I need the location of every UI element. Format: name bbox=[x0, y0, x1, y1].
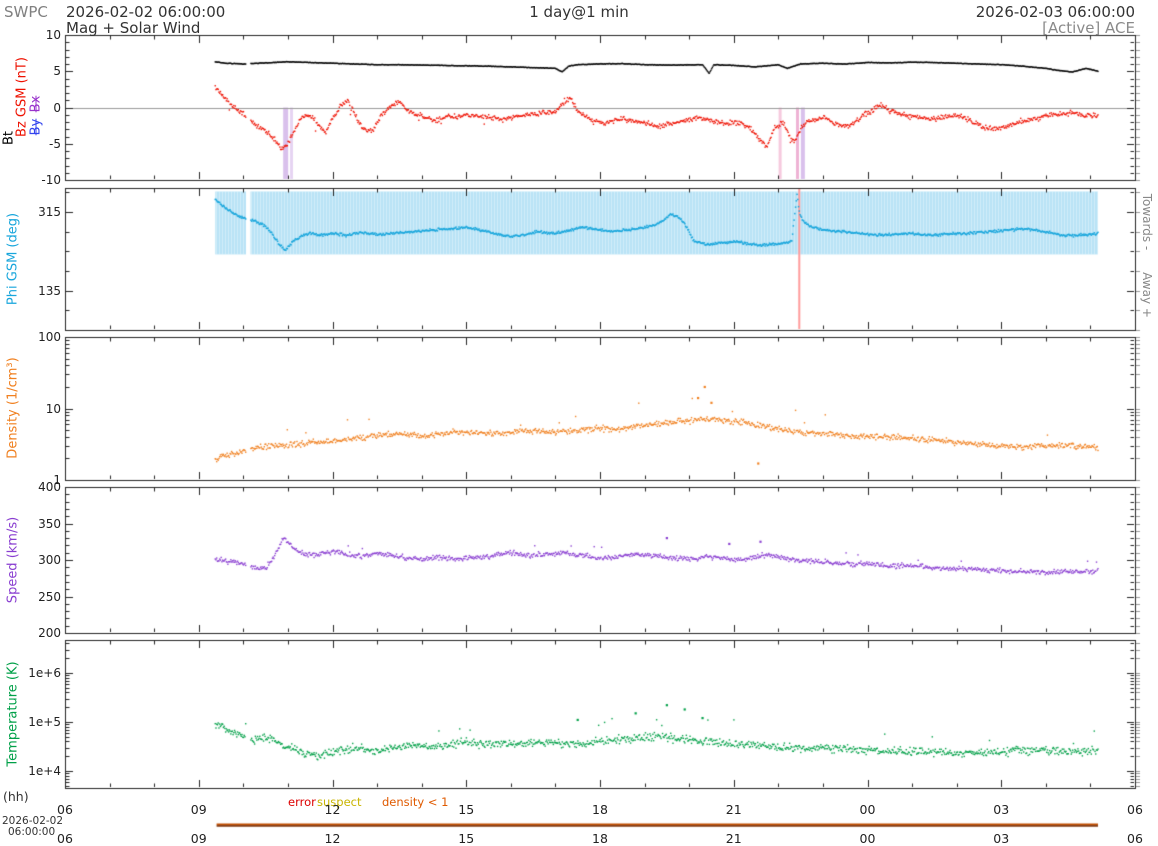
label-by: By bbox=[28, 118, 44, 136]
xtick-label: 18 bbox=[592, 802, 608, 817]
away-label: Away + bbox=[1140, 272, 1154, 318]
xtick-label: 12 bbox=[324, 802, 341, 817]
end-time: 2026-02-03 06:00:00 bbox=[975, 3, 1135, 21]
xtick-label: 00 bbox=[859, 802, 876, 817]
footer-date: 2026-02-02 bbox=[2, 815, 64, 827]
ytick-label: 10 bbox=[45, 28, 61, 42]
xtick-label: 09 bbox=[190, 802, 207, 817]
ytick-label: 315 bbox=[38, 205, 61, 220]
start-time: 2026-02-02 06:00:00 bbox=[66, 3, 226, 21]
xtick-label: 06 bbox=[1127, 802, 1143, 817]
xtick-label: 03 bbox=[993, 831, 1010, 846]
ytick-label: 1e+4 bbox=[28, 763, 61, 778]
xtick-label: 09 bbox=[190, 831, 207, 846]
plot-type: Mag + Solar Wind bbox=[66, 19, 201, 37]
towards-label: Towards - bbox=[1140, 193, 1154, 251]
legend-item-2: density < 1 bbox=[382, 795, 449, 809]
xtick-label: 06 bbox=[1127, 831, 1143, 846]
ytick-label: 1 bbox=[53, 473, 61, 487]
xtick-label: 18 bbox=[592, 831, 608, 846]
ytick-label: 400 bbox=[38, 480, 61, 494]
xtick-label: 03 bbox=[993, 802, 1010, 817]
xtick-label: 12 bbox=[324, 831, 341, 846]
hh-axis-unit: (hh) bbox=[3, 789, 29, 804]
ytick-label: 100 bbox=[38, 330, 61, 344]
xtick-label: 15 bbox=[458, 831, 475, 846]
xtick-label: 15 bbox=[458, 802, 475, 817]
ytick-label: 135 bbox=[38, 283, 61, 298]
ytick-label: 0 bbox=[53, 100, 61, 115]
legend-item-1: suspect bbox=[317, 795, 362, 809]
ytick-label: 1e+6 bbox=[28, 665, 61, 680]
ytick-label: 250 bbox=[38, 589, 61, 604]
xtick-label: 06 bbox=[57, 802, 73, 817]
source-label: SWPC bbox=[4, 3, 48, 21]
ytick-label: 5 bbox=[53, 64, 61, 79]
ytick-label: 200 bbox=[38, 626, 61, 640]
ytick-label: 300 bbox=[38, 553, 61, 567]
ytick-label: 350 bbox=[38, 516, 61, 531]
satellite-status: [Active] ACE bbox=[1042, 19, 1135, 37]
cadence-label: 1 day@1 min bbox=[529, 3, 629, 21]
xtick-label: 06 bbox=[57, 831, 73, 846]
footer-time: 06:00:00 bbox=[8, 826, 56, 838]
ytick-label: 1e+5 bbox=[28, 714, 61, 729]
ytick-label: 10 bbox=[45, 401, 61, 416]
legend-item-0: error bbox=[288, 795, 316, 809]
ytick-label: -5 bbox=[49, 136, 61, 151]
ytick-label: -10 bbox=[41, 173, 61, 187]
xtick-label: 21 bbox=[725, 831, 742, 846]
xtick-label: 00 bbox=[859, 831, 876, 846]
xtick-label: 21 bbox=[725, 802, 742, 817]
